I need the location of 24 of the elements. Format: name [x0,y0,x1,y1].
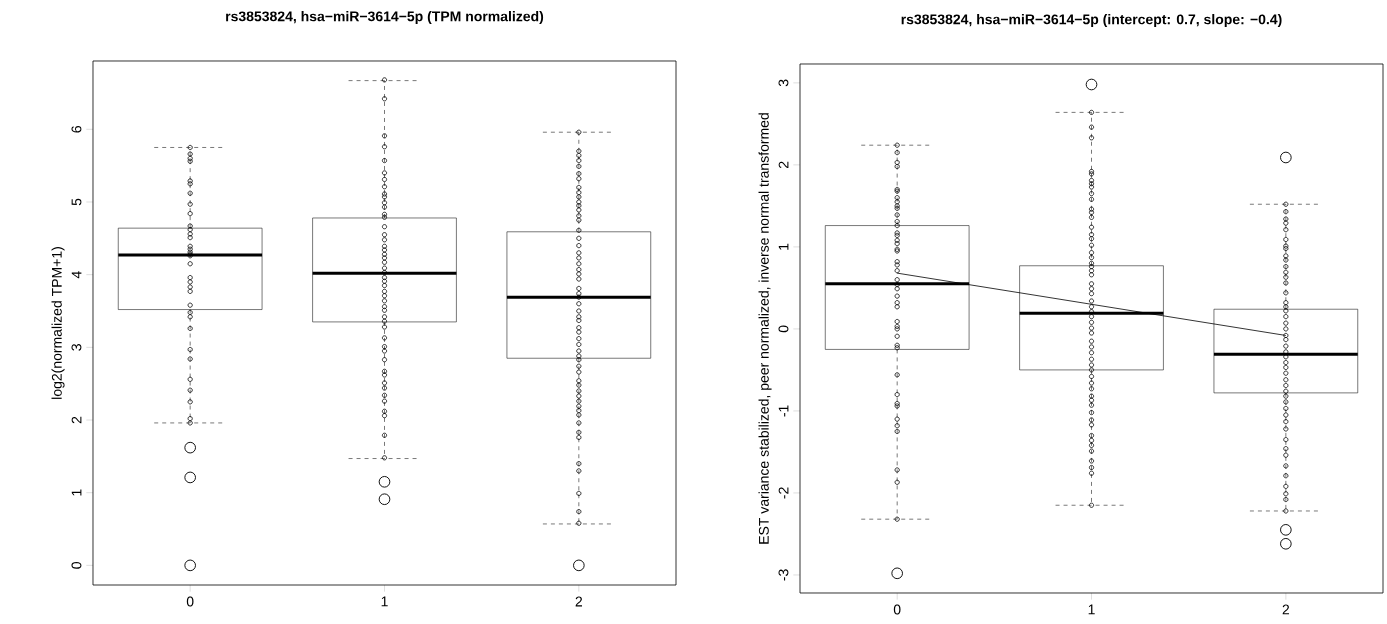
y-tick-label: 0 [71,562,82,569]
chart-title: rs3853824, hsa−miR−3614−5p (intercept: 0.7, slope: −0.4) [901,14,1282,28]
y-tick-label: 3 [778,79,789,87]
y-tick-label: 1 [778,243,789,250]
x-tick-label: 1 [381,596,388,607]
x-tick-label: 2 [1282,604,1290,615]
y-tick-label: 5 [71,198,82,206]
y-tick-label: -2 [778,487,789,499]
y-tick-label: 2 [778,161,789,169]
x-tick-label: 0 [186,596,194,607]
y-tick-label: 3 [71,344,82,351]
y-tick-label: -3 [778,569,789,581]
x-tick-label: 1 [1088,604,1095,615]
y-tick-label: -1 [778,405,789,417]
y-tick-label: 2 [71,416,82,424]
chart-title: rs3853824, hsa−miR−3614−5p (TPM normalized) [226,11,544,25]
y-tick-label: 1 [71,489,82,496]
x-tick-label: 0 [893,604,901,615]
y-tick-label: 0 [778,325,789,333]
x-tick-label: 2 [575,596,583,607]
y-axis-title: log2(normalized TPM+1) [51,247,65,399]
y-tick-label: 6 [71,126,82,133]
y-axis-title: EST variance stabilized, peer normalized, inverse normal transformed [758,113,772,544]
y-tick-label: 4 [71,271,82,279]
